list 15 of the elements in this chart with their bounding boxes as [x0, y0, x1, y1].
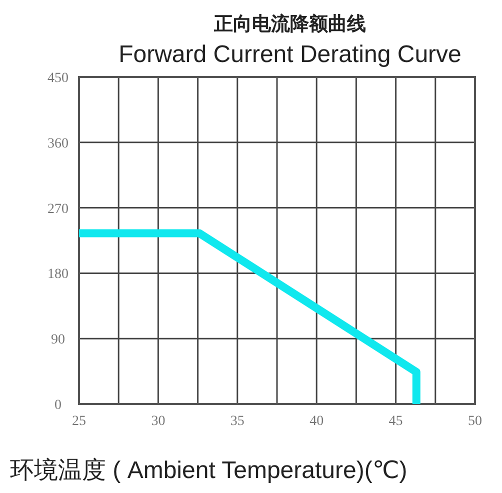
x-tick-label: 25: [72, 414, 86, 429]
y-tick-label: 0: [54, 398, 62, 413]
x-tick-label: 40: [310, 414, 324, 429]
y-tick-label: 360: [48, 136, 68, 152]
y-tick-label: 180: [48, 267, 68, 282]
chart-title: 正向电流降额曲线: [213, 13, 366, 35]
x-tick-label: 50: [468, 414, 482, 429]
y-tick-label: 270: [48, 202, 68, 217]
x-axis-title: 环境温度 ( Ambient Temperature)(℃): [10, 457, 408, 484]
chart-subtitle: Forward Current Derating Curve: [118, 41, 462, 68]
x-tick-label: 45: [388, 414, 403, 429]
x-tick-label: 30: [151, 414, 166, 429]
x-tick-label: 35: [230, 414, 244, 429]
y-tick-label: 90: [51, 332, 65, 348]
y-tick-label: 450: [48, 71, 68, 86]
